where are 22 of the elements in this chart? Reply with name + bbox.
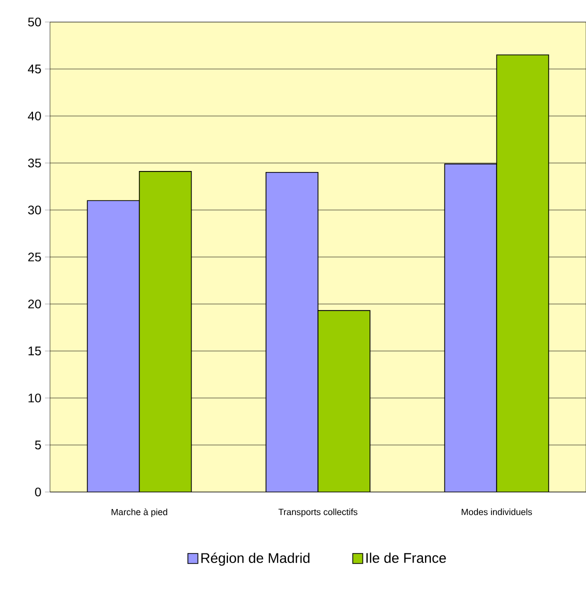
bar [496, 54, 550, 492]
y-tick-label: 10 [28, 394, 41, 402]
y-tick-label: 45 [28, 64, 41, 74]
bar [138, 171, 192, 492]
y-tick-label: 5 [35, 440, 41, 450]
legend-label: Région de Madrid [201, 552, 310, 566]
y-tick-label: 40 [28, 112, 41, 120]
y-tick-label: 30 [28, 206, 41, 214]
legend-label: Ile de France [366, 552, 446, 563]
y-tick-label: 20 [28, 300, 41, 308]
y-tick-label: 15 [28, 346, 41, 356]
y-tick-label: 25 [28, 252, 41, 262]
y-tick-label: 0 [35, 488, 41, 496]
x-tick-label: Modes individuels [462, 508, 532, 516]
bar [318, 310, 370, 492]
bar [86, 200, 140, 492]
x-tick-label: Marche à pied [112, 508, 168, 517]
bar [266, 172, 318, 492]
x-tick-label: Transports collectifs [278, 508, 358, 517]
bar [444, 164, 498, 492]
y-tick-label: 35 [28, 158, 41, 168]
y-tick-label: 50 [28, 18, 41, 26]
